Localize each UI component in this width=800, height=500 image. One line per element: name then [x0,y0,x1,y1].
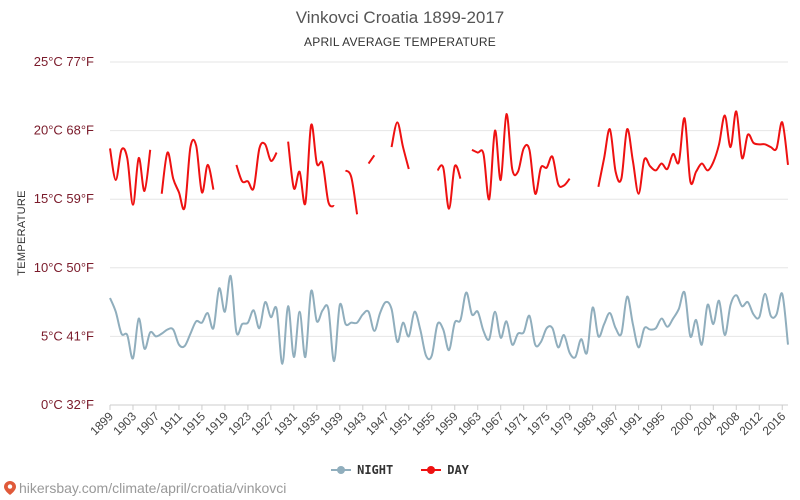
x-tick-label: 2016 [760,409,789,438]
legend-day-label: DAY [447,463,469,477]
location-pin-icon [4,481,16,495]
x-tick-label: 1979 [547,409,576,438]
series-line-night [109,275,789,365]
series-line-day [287,123,335,208]
chart-title: Vinkovci Croatia 1899-2017 [295,8,505,27]
legend-night-label: NIGHT [357,463,394,477]
source-url-link[interactable]: hikersbay.com/climate/april/croatia/vink… [19,480,287,496]
y-tick-label: 0°C 32°F [41,397,94,412]
series-line-day [471,113,571,201]
x-tick-label: 1939 [317,409,346,438]
series-line-day [390,121,410,170]
series-line-day [344,169,359,215]
x-tick-label: 2008 [714,409,743,438]
x-tick-label: 2000 [668,409,697,438]
x-tick-label: 1931 [271,409,300,438]
legend-item-day[interactable]: DAY [421,463,469,477]
x-tick-label: 1955 [409,409,438,438]
legend-item-night[interactable]: NIGHT [331,463,393,477]
footer: hikersbay.com/climate/april/croatia/vink… [4,480,286,496]
x-tick-label: 1947 [363,409,392,438]
x-tick-label: 1967 [478,409,507,438]
x-tick-label: 2004 [691,409,720,438]
x-tick-label: 1983 [570,409,599,438]
x-tick-label: 1975 [524,409,553,438]
x-tick-label: 1907 [133,409,162,438]
x-tick-label: 1915 [179,409,208,438]
series-group [109,110,789,365]
legend-night-swatch-icon [331,465,352,475]
x-tick-label: 1971 [501,409,530,438]
series-line-day [597,110,789,195]
x-tick-label: 1951 [386,409,415,438]
y-tick-label: 15°C 59°F [34,191,94,206]
series-line-day [160,138,215,211]
y-tick-label: 20°C 68°F [34,123,94,138]
y-tick-label: 10°C 50°F [34,260,94,275]
x-tick-label: 1963 [455,409,484,438]
y-axis-ticks: 0°C 32°F 5°C 41°F 10°C 50°F 15°C 59°F 20°C 6… [34,54,94,412]
series-line-day [367,154,376,165]
y-tick-label: 5°C 41°F [41,328,94,343]
y-tick-label: 25°C 77°F [34,54,94,69]
x-tick-label: 1987 [593,409,622,438]
x-tick-label: 1959 [432,409,461,438]
x-tick-label: 1899 [87,409,116,438]
legend: NIGHT DAY [0,463,800,477]
legend-day-swatch-icon [421,465,442,475]
grid-lines [110,61,788,337]
y-axis-label: TEMPERATURE [16,190,28,276]
x-tick-label: 1919 [202,409,231,438]
series-line-day [109,147,152,206]
x-tick-label: 1923 [225,409,254,438]
x-tick-label: 1995 [639,409,668,438]
x-tick-label: 1935 [294,409,323,438]
series-line-day [235,141,278,191]
x-tick-label: 1927 [248,409,277,438]
x-tick-label: 2012 [737,409,766,438]
x-tick-label: 1943 [340,409,369,438]
x-tick-label: 1991 [616,409,645,438]
x-tick-label: 1911 [157,409,185,437]
x-axis-ticks: 1899190319071911191519191923192719311935… [87,405,789,438]
x-tick-label: 1903 [110,409,139,438]
series-line-day [436,164,462,210]
chart-subtitle: APRIL AVERAGE TEMPERATURE [304,35,496,49]
